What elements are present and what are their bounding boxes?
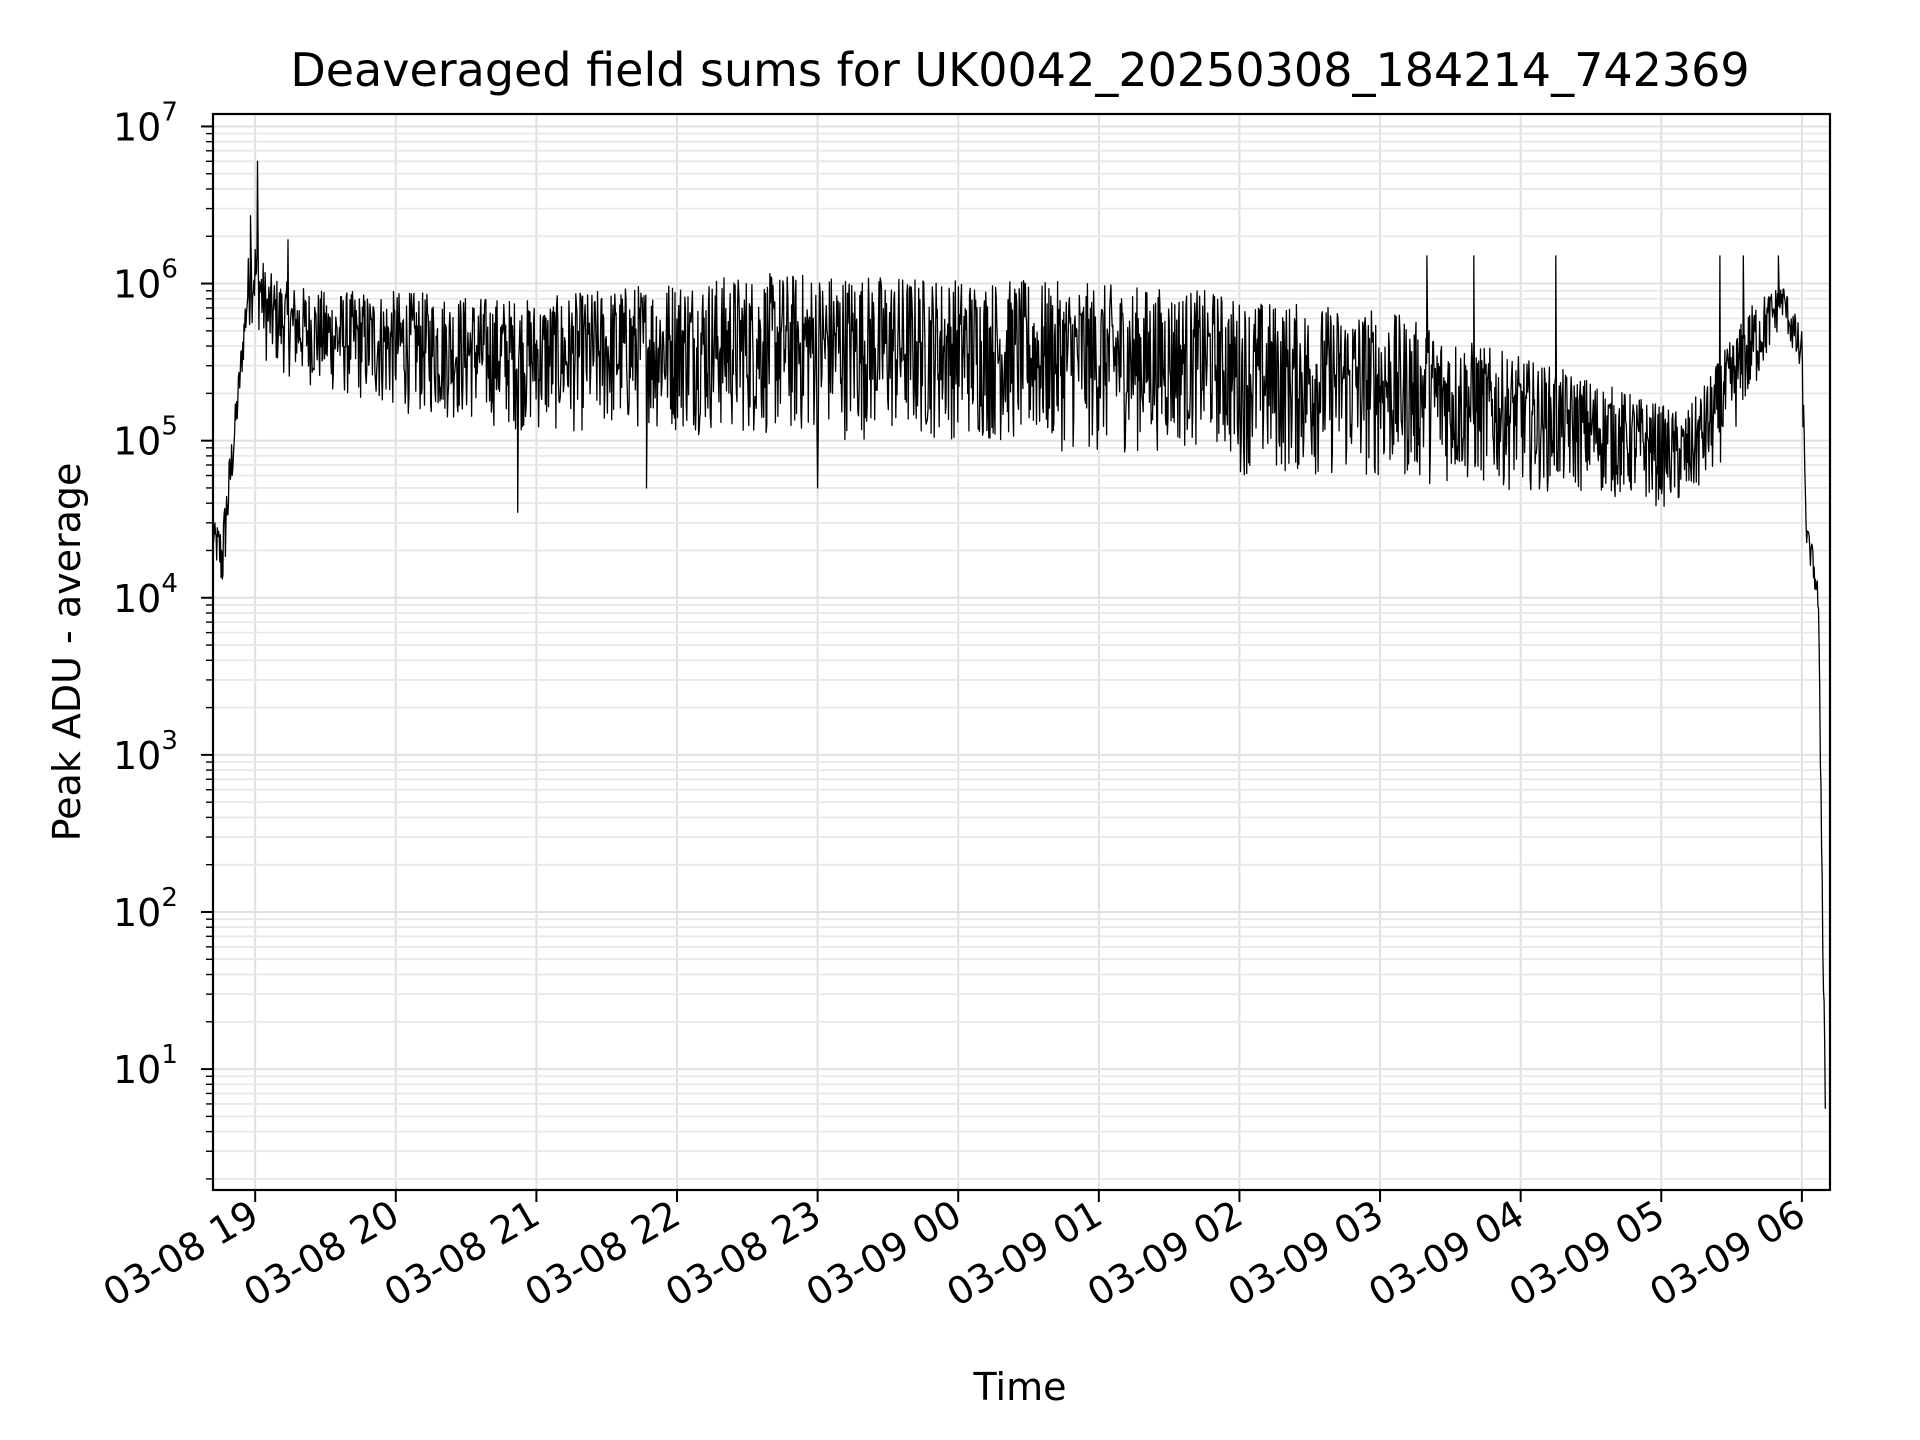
y-tick-label: 102 (113, 883, 178, 935)
x-tick-label: 03-09 02 (1080, 1192, 1250, 1316)
grid (213, 114, 1830, 1190)
chart-title: Deaveraged field sums for UK0042_2025030… (290, 43, 1749, 97)
y-axis-label: Peak ADU - average (45, 463, 89, 842)
x-tick-label: 03-09 00 (799, 1192, 969, 1316)
y-tick-label: 105 (113, 412, 178, 464)
x-tick-label: 03-09 05 (1502, 1192, 1672, 1316)
data-line-layer (212, 160, 1826, 1109)
x-tick-label: 03-09 01 (939, 1192, 1109, 1316)
y-tick-label: 101 (113, 1040, 178, 1092)
x-tick-label: 03-09 03 (1221, 1192, 1391, 1316)
x-tick-label: 03-08 19 (96, 1192, 266, 1316)
x-tick-label: 03-08 22 (518, 1192, 688, 1316)
x-tick-label: 03-08 20 (236, 1192, 406, 1316)
x-tick-label: 03-09 06 (1642, 1192, 1812, 1316)
y-axis: 101 102 103 104 105 106 107 (113, 97, 213, 1180)
series-line (212, 160, 1826, 1109)
y-tick-label: 104 (113, 569, 178, 621)
x-axis-label: Time (973, 1365, 1067, 1409)
y-tick-label: 107 (113, 97, 178, 149)
y-tick-label: 106 (113, 255, 178, 307)
x-tick-label: 03-08 21 (377, 1192, 547, 1316)
x-tick-label: 03-09 04 (1361, 1192, 1531, 1316)
y-tick-label: 103 (113, 726, 178, 778)
plot-frame (211, 112, 1832, 1192)
x-tick-label: 03-08 23 (658, 1192, 828, 1316)
